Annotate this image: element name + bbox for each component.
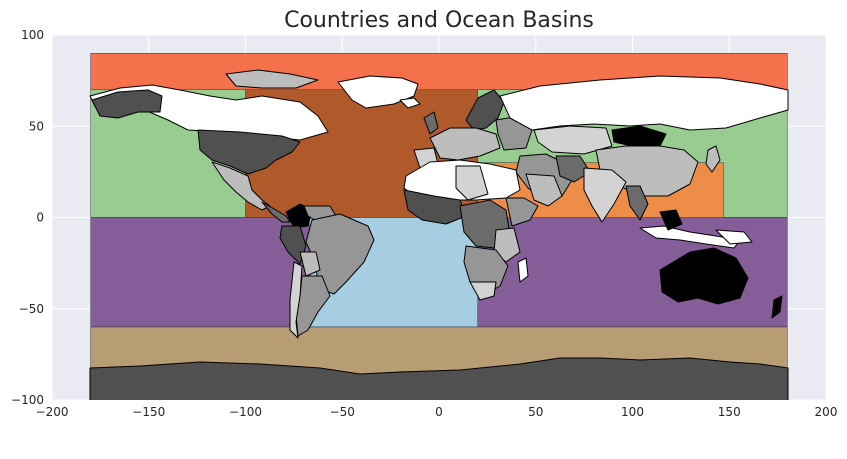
land-horn-of-africa xyxy=(505,197,539,227)
y-tick-label: 0 xyxy=(36,211,44,225)
land-alaska xyxy=(91,89,163,119)
y-tick-label: 50 xyxy=(29,119,44,133)
y-axis: 100 50 0 −50 −100 xyxy=(11,28,44,407)
land-arabia xyxy=(525,173,563,207)
y-tick-label: 100 xyxy=(21,28,44,42)
land-central-america xyxy=(261,201,291,223)
land-south-africa xyxy=(469,281,497,301)
y-tick-label: −50 xyxy=(19,302,44,316)
land-new-zealand xyxy=(771,295,783,319)
land-iran xyxy=(555,155,591,183)
land-uk xyxy=(423,111,439,135)
land-new-guinea xyxy=(715,229,753,245)
x-tick-label: 50 xyxy=(528,405,543,419)
land-chile xyxy=(289,261,303,339)
x-tick-label: 0 xyxy=(435,405,443,419)
x-tick-label: 200 xyxy=(815,405,838,419)
map-title: Countries and Ocean Basins xyxy=(284,8,594,33)
land-indonesia xyxy=(639,225,741,249)
land-japan xyxy=(705,145,721,173)
land-russia xyxy=(499,75,789,131)
land-southeast-asia xyxy=(625,185,649,221)
map-layer xyxy=(89,53,789,400)
land-australia xyxy=(659,247,749,305)
x-axis: −200 −150 −100 −50 0 50 100 150 200 xyxy=(36,405,838,419)
land-sahara-east xyxy=(455,165,489,201)
y-tick-label: −100 xyxy=(11,393,44,407)
x-tick-label: 150 xyxy=(718,405,741,419)
x-tick-label: −200 xyxy=(36,405,69,419)
land-madagascar xyxy=(517,257,529,283)
land-peru xyxy=(279,225,307,265)
x-tick-label: −100 xyxy=(229,405,262,419)
landmasses xyxy=(89,69,789,400)
land-east-africa xyxy=(493,227,521,263)
land-greenland xyxy=(337,75,419,109)
x-tick-label: 100 xyxy=(621,405,644,419)
land-usa xyxy=(197,129,301,175)
land-antarctica xyxy=(89,357,789,400)
x-tick-label: −50 xyxy=(330,405,355,419)
land-west-africa xyxy=(403,189,467,225)
x-tick-label: −150 xyxy=(132,405,165,419)
land-borneo xyxy=(659,209,683,231)
land-arctic-islands xyxy=(225,69,319,89)
land-iceland xyxy=(399,97,421,109)
land-western-europe xyxy=(429,127,501,161)
land-india xyxy=(583,167,627,223)
land-bolivia xyxy=(299,251,321,277)
